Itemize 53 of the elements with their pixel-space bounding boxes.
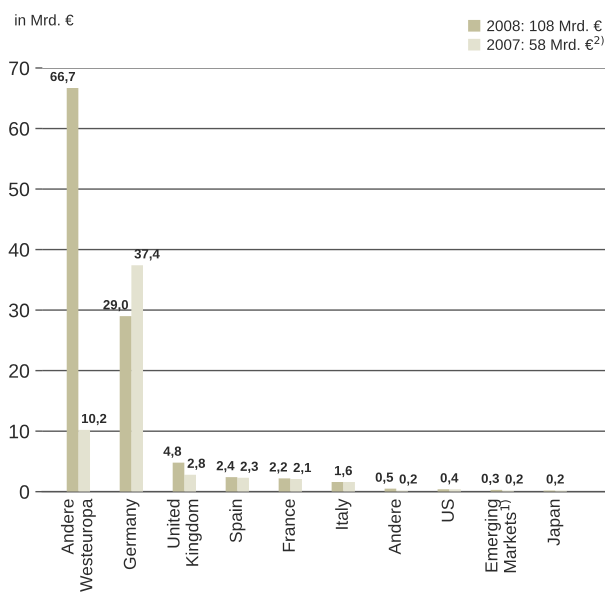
bar bbox=[343, 482, 355, 492]
bar bbox=[278, 478, 290, 492]
y-tick-label: 40 bbox=[8, 243, 30, 257]
y-tick-label: 60 bbox=[9, 122, 30, 136]
x-tick-label: United Kingdom bbox=[166, 500, 202, 566]
x-tick-label: Germany bbox=[124, 498, 140, 570]
bar bbox=[78, 430, 90, 492]
x-tick-label: Italy bbox=[335, 498, 352, 529]
x-tick-label: Andere bbox=[388, 499, 401, 555]
y-tick-label: 70 bbox=[9, 61, 30, 76]
data-label: 66,7 bbox=[50, 72, 76, 84]
y-tick-label: 0 bbox=[20, 485, 30, 499]
data-label: 37,4 bbox=[134, 249, 160, 260]
data-label: 1,6 bbox=[334, 466, 352, 478]
data-label: 2,1 bbox=[294, 462, 312, 474]
legend-label: 2007: 58 Mrd. €$^{2)}$ bbox=[487, 36, 604, 50]
y-tick-label: 50 bbox=[9, 182, 30, 196]
data-label: 10,2 bbox=[82, 414, 106, 426]
x-tick-label: Japan bbox=[548, 500, 564, 546]
bar bbox=[449, 489, 461, 492]
bar bbox=[290, 478, 302, 492]
data-label: 2,2 bbox=[270, 462, 287, 474]
bar bbox=[66, 88, 78, 492]
data-label: 2,3 bbox=[240, 462, 258, 473]
legend-label: 2008: 108 Mrd. € bbox=[487, 20, 602, 32]
data-label: 0,5 bbox=[376, 472, 394, 484]
bar bbox=[184, 474, 196, 492]
y-tick-label: 10 bbox=[10, 424, 30, 438]
data-label: 0,4 bbox=[440, 473, 458, 484]
bar bbox=[332, 482, 344, 492]
data-label: 2,4 bbox=[216, 461, 234, 472]
bar bbox=[384, 488, 396, 492]
y-tick-label: 30 bbox=[8, 304, 30, 318]
data-label: 0,3 bbox=[482, 474, 499, 485]
data-label: 0,2 bbox=[400, 474, 417, 486]
data-label: 2,8 bbox=[188, 458, 206, 470]
bar bbox=[120, 316, 132, 492]
y-axis-title: in Mrd. € bbox=[15, 14, 74, 26]
y-tick-label: 20 bbox=[9, 364, 30, 378]
bar bbox=[172, 462, 184, 492]
x-tick-label: US bbox=[442, 499, 454, 522]
x-tick-label: Emerging Markets$^{1)}$ bbox=[484, 500, 516, 572]
x-tick-label: Spain bbox=[229, 500, 246, 542]
bar bbox=[131, 265, 144, 492]
data-label: 4,8 bbox=[163, 446, 182, 458]
x-tick-label: France bbox=[282, 499, 295, 552]
bar bbox=[226, 477, 238, 492]
data-label: 29,0 bbox=[103, 300, 128, 312]
bar bbox=[237, 478, 249, 492]
data-label: 0,2 bbox=[506, 474, 523, 486]
x-tick-label: Andere Westeuropa bbox=[60, 498, 96, 592]
data-label: 0,2 bbox=[546, 474, 564, 486]
bar bbox=[438, 489, 450, 492]
